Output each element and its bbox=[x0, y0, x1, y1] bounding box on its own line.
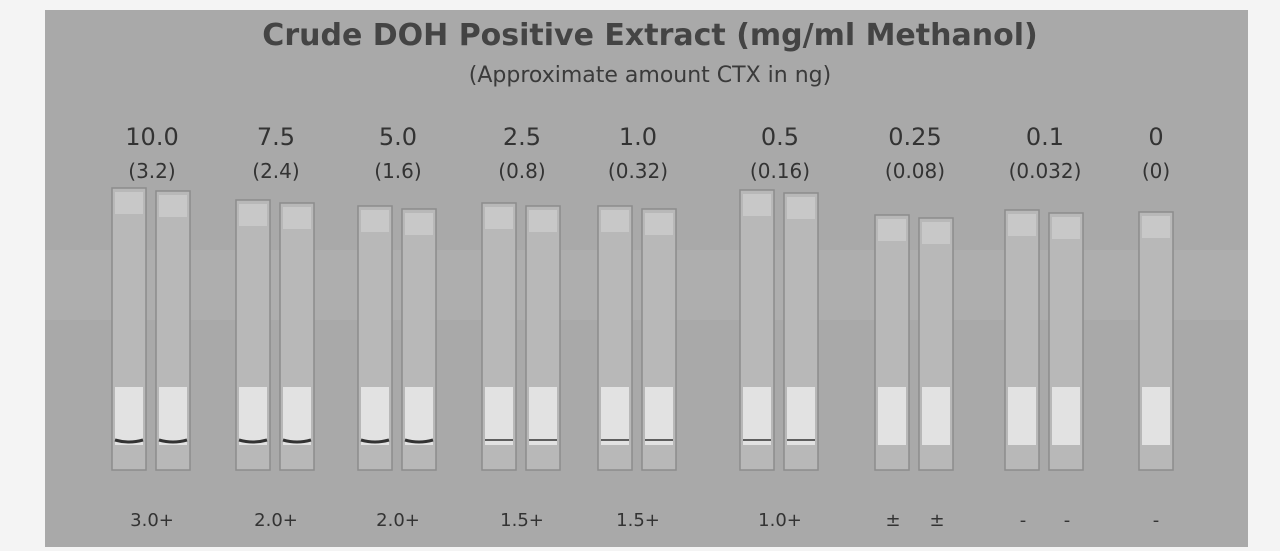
color-band bbox=[114, 438, 144, 444]
score-label: - bbox=[1020, 510, 1027, 531]
strip-label-area bbox=[645, 213, 673, 235]
concentration-label: 0.5 bbox=[761, 123, 799, 151]
strip-pad bbox=[1008, 387, 1036, 445]
strip-label-area bbox=[529, 210, 557, 232]
strip-pad bbox=[283, 387, 311, 445]
strip-label-area bbox=[239, 204, 267, 226]
strip-pad bbox=[529, 387, 557, 445]
strip-label-area bbox=[787, 197, 815, 219]
strip-label-area bbox=[361, 210, 389, 232]
score-label: ± bbox=[885, 510, 900, 531]
strip-pad bbox=[1142, 387, 1170, 445]
ctx-label: (0) bbox=[1142, 159, 1170, 183]
strip-label-area bbox=[601, 210, 629, 232]
strip-pad bbox=[159, 387, 187, 445]
concentration-label: 0 bbox=[1148, 123, 1163, 151]
score-label: - bbox=[1153, 510, 1160, 531]
strip-label-area bbox=[283, 207, 311, 229]
concentration-label: 0.25 bbox=[888, 123, 941, 151]
strip-label-area bbox=[922, 222, 950, 244]
strip-pad bbox=[922, 387, 950, 445]
color-band bbox=[282, 438, 312, 444]
color-band bbox=[404, 438, 434, 444]
strip-pad bbox=[115, 387, 143, 445]
strip-label-area bbox=[1142, 216, 1170, 238]
score-label: 3.0+ bbox=[130, 510, 174, 531]
strip-label-area bbox=[1052, 217, 1080, 239]
concentration-label: 2.5 bbox=[503, 123, 541, 151]
strip-pad bbox=[239, 387, 267, 445]
ctx-label: (2.4) bbox=[252, 159, 299, 183]
strip-label-area bbox=[405, 213, 433, 235]
strip-pad bbox=[485, 387, 513, 445]
concentration-label: 7.5 bbox=[257, 123, 295, 151]
ctx-label: (0.8) bbox=[498, 159, 545, 183]
ctx-label: (0.032) bbox=[1009, 159, 1082, 183]
concentration-label: 1.0 bbox=[619, 123, 657, 151]
concentration-label: 5.0 bbox=[379, 123, 417, 151]
color-band bbox=[360, 438, 390, 444]
color-band bbox=[158, 438, 188, 444]
score-label: ± bbox=[929, 510, 944, 531]
strip-pad bbox=[878, 387, 906, 445]
strip-pad bbox=[743, 387, 771, 445]
strip-label-area bbox=[115, 192, 143, 214]
score-label: 2.0+ bbox=[254, 510, 298, 531]
score-label: - bbox=[1064, 510, 1071, 531]
strip-pad bbox=[1052, 387, 1080, 445]
concentration-label: 0.1 bbox=[1026, 123, 1064, 151]
score-label: 2.0+ bbox=[376, 510, 420, 531]
strip-label-area bbox=[743, 194, 771, 216]
color-band bbox=[238, 438, 268, 444]
subtitle: (Approximate amount CTX in ng) bbox=[469, 63, 831, 88]
ctx-label: (0.08) bbox=[885, 159, 945, 183]
title: Crude DOH Positive Extract (mg/ml Methan… bbox=[262, 18, 1037, 53]
score-label: 1.5+ bbox=[500, 510, 544, 531]
concentration-label: 10.0 bbox=[125, 123, 178, 151]
strip-pad bbox=[645, 387, 673, 445]
ctx-label: (0.16) bbox=[750, 159, 810, 183]
strip-pad bbox=[787, 387, 815, 445]
score-label: 1.0+ bbox=[758, 510, 802, 531]
strip-label-area bbox=[878, 219, 906, 241]
ctx-label: (3.2) bbox=[128, 159, 175, 183]
strip-label-area bbox=[159, 195, 187, 217]
ctx-label: (0.32) bbox=[608, 159, 668, 183]
ctx-label: (1.6) bbox=[374, 159, 421, 183]
strip-pad bbox=[361, 387, 389, 445]
strip-label-area bbox=[485, 207, 513, 229]
strip-pad bbox=[405, 387, 433, 445]
score-label: 1.5+ bbox=[616, 510, 660, 531]
strip-pad bbox=[601, 387, 629, 445]
strip-label-area bbox=[1008, 214, 1036, 236]
